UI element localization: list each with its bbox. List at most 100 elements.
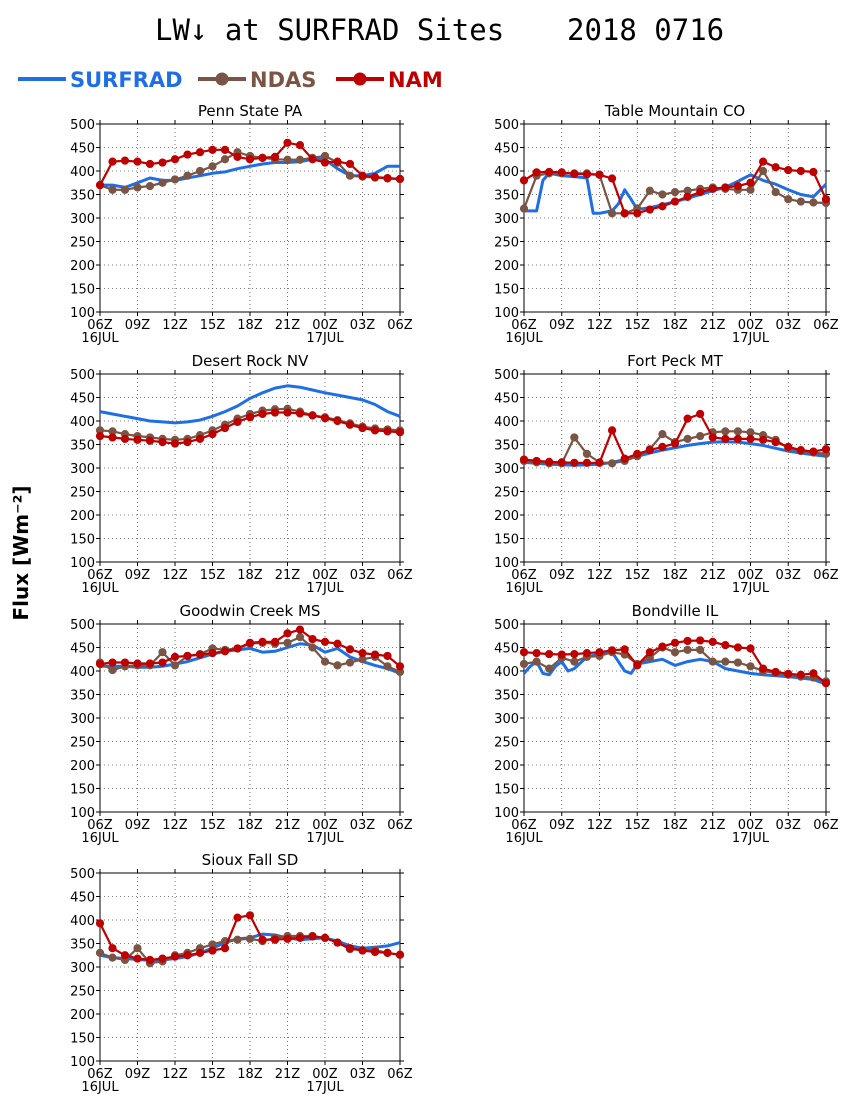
- data-point-nam: [771, 438, 780, 447]
- data-point-nam: [120, 156, 130, 165]
- panel-bondville-il: Bondville IL 100 150 200 250 300 350 400 450 500 0…: [494, 602, 839, 846]
- x-tick-label: 15Z: [200, 318, 226, 333]
- y-tick-label: 250: [70, 486, 95, 501]
- y-tick-label: 400: [70, 914, 95, 929]
- data-point-nam: [133, 157, 142, 166]
- data-point-nam: [746, 644, 755, 653]
- data-point-nam: [658, 642, 667, 651]
- data-point-nam: [532, 168, 541, 177]
- data-point-nam: [245, 911, 255, 920]
- data-point-nam: [233, 913, 242, 922]
- x-tick-label: 03Z: [350, 818, 376, 833]
- x-date-label: 16JUL: [81, 331, 119, 346]
- y-tick-label: 150: [70, 1032, 95, 1047]
- data-point-nam: [170, 439, 180, 448]
- data-point-ndas: [283, 155, 292, 164]
- x-tick-label: 06Z: [387, 1067, 413, 1082]
- data-point-ndas: [645, 186, 654, 195]
- y-tick-label: 500: [70, 118, 95, 133]
- data-point-nam: [295, 141, 305, 150]
- y-tick-label: 100: [70, 306, 95, 321]
- series-nam: [95, 408, 405, 448]
- data-point-nam: [645, 446, 654, 455]
- data-point-nam: [696, 188, 705, 197]
- data-point-nam: [570, 458, 579, 467]
- legend-label-nam: NAM: [388, 68, 443, 92]
- data-point-ndas: [345, 171, 355, 180]
- panel-penn-state-pa: Penn State PA 100 150 200 250 300 350 400 450 500…: [70, 102, 413, 346]
- x-tick-label: 12Z: [162, 568, 188, 583]
- data-point-nam: [809, 447, 818, 456]
- data-point-ndas: [696, 431, 705, 441]
- data-point-ndas: [570, 657, 579, 666]
- x-date-label: 16JUL: [81, 581, 119, 596]
- data-point-ndas: [746, 185, 755, 194]
- y-tick-label: 200: [70, 759, 95, 774]
- data-point-ndas: [721, 657, 730, 666]
- x-tick-label: 03Z: [776, 568, 802, 583]
- data-point-nam: [395, 174, 405, 184]
- data-point-nam: [333, 639, 342, 648]
- data-point-ndas: [108, 185, 117, 194]
- data-point-nam: [308, 634, 317, 644]
- y-tick-label: 100: [494, 306, 519, 321]
- data-point-ndas: [607, 209, 617, 218]
- data-point-nam: [220, 145, 230, 154]
- data-point-nam: [570, 169, 579, 178]
- x-tick-label: 21Z: [275, 1067, 301, 1082]
- y-tick-label: 200: [70, 509, 95, 524]
- data-point-ndas: [582, 449, 592, 458]
- data-point-nam: [708, 433, 717, 442]
- series-nam: [519, 636, 831, 688]
- data-point-nam: [383, 651, 392, 661]
- data-point-ndas: [283, 638, 292, 647]
- y-tick-label: 250: [70, 236, 95, 251]
- data-point-ndas: [721, 427, 730, 436]
- data-point-nam: [796, 166, 805, 176]
- x-tick-label: 18Z: [237, 1067, 263, 1082]
- series-line-surfrad: [99, 384, 401, 425]
- data-point-nam: [620, 645, 629, 654]
- data-point-nam: [395, 950, 405, 959]
- data-point-nam: [183, 951, 192, 960]
- data-point-nam: [370, 650, 380, 659]
- x-tick-label: 12Z: [162, 818, 188, 833]
- data-point-ndas: [133, 183, 142, 192]
- y-tick-label: 400: [494, 665, 519, 680]
- x-date-label: 17JUL: [306, 1080, 344, 1095]
- y-tick-label: 150: [494, 533, 519, 548]
- x-tick-label: 21Z: [275, 568, 301, 583]
- data-point-nam: [771, 163, 780, 172]
- data-point-nam: [784, 669, 793, 678]
- data-point-ndas: [295, 633, 305, 642]
- x-tick-label: 18Z: [237, 568, 263, 583]
- x-tick-label: 21Z: [700, 568, 726, 583]
- x-tick-label: 12Z: [587, 318, 613, 333]
- data-point-nam: [170, 952, 180, 961]
- data-point-ndas: [758, 166, 768, 176]
- x-tick-label: 12Z: [587, 818, 613, 833]
- data-point-nam: [208, 946, 217, 955]
- data-point-nam: [183, 438, 192, 447]
- y-tick-label: 350: [70, 189, 95, 204]
- x-date-label: 16JUL: [505, 331, 543, 346]
- panel-goodwin-creek-ms: Goodwin Creek MS 100 150 200 250 300 350 400 450…: [70, 602, 413, 846]
- y-tick-label: 300: [494, 462, 519, 477]
- data-point-nam: [633, 209, 642, 218]
- y-tick-label: 300: [494, 212, 519, 227]
- x-tick-label: 03Z: [350, 568, 376, 583]
- data-point-nam: [220, 647, 230, 656]
- data-point-nam: [345, 159, 355, 169]
- data-point-nam: [333, 938, 342, 947]
- data-point-nam: [333, 416, 342, 426]
- data-point-nam: [208, 430, 217, 439]
- x-tick-label: 00Z: [312, 1067, 338, 1082]
- data-point-nam: [95, 431, 105, 441]
- panel-desert-rock-nv: Desert Rock NV 100 150 200 250 300 350 400 450 50…: [70, 352, 413, 596]
- data-point-ndas: [519, 204, 529, 213]
- x-tick-label: 00Z: [312, 568, 338, 583]
- x-date-label: 16JUL: [81, 1080, 119, 1095]
- legend-marker-ndas: [215, 72, 229, 86]
- data-point-nam: [133, 659, 142, 668]
